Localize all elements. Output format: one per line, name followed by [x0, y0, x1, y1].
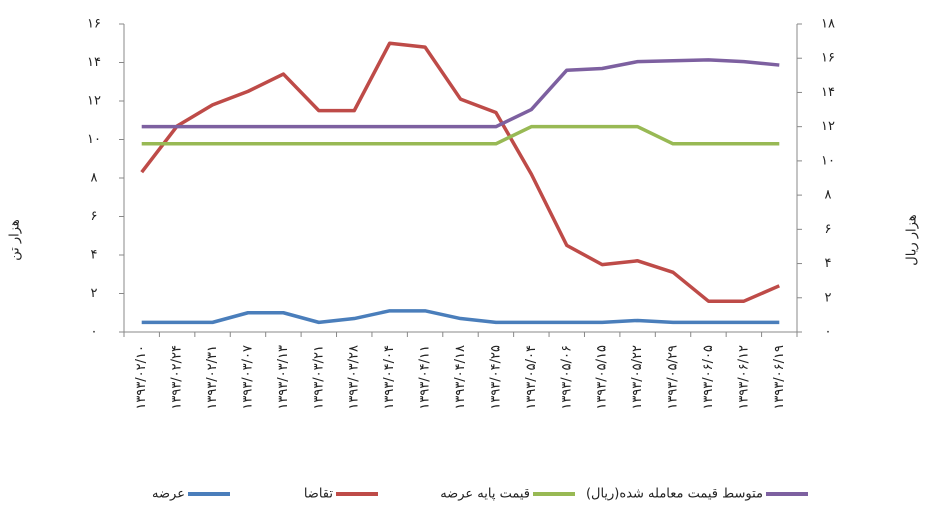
y2-axis-label: هزار ریال: [905, 214, 920, 265]
series-line: [141, 58, 780, 129]
x-tick-label: ۱۳۹۳/۰۳/۲۱: [311, 345, 326, 410]
y2-tick-label: ۶: [825, 222, 832, 237]
y-tick-label: ۱۴: [87, 55, 101, 70]
x-tick-label: ۱۳۹۳/۰۶/۰۵: [701, 345, 716, 410]
y2-tick-label: ۱۸: [821, 17, 835, 32]
y2-tick-label: ۲: [825, 290, 832, 305]
x-tick-label: ۱۳۹۳/۰۵/۲۹: [666, 345, 681, 410]
y-tick-label: ۰: [91, 325, 98, 340]
legend-label: عرضه: [152, 487, 185, 502]
y2-tick-label: ۸: [825, 188, 832, 203]
y-tick-label: ۱۲: [87, 94, 101, 109]
x-tick-label: ۱۳۹۳/۰۵/۱۵: [595, 345, 610, 410]
y-tick-label: ۲: [91, 286, 98, 301]
x-tick-label: ۱۳۹۳/۰۵/۰۴: [524, 345, 539, 410]
legend-label: تقاضا: [304, 487, 334, 502]
x-tick-label: ۱۳۹۳/۰۲/۲۴: [170, 345, 185, 410]
x-tick-label: ۱۳۹۳/۰۳/۲۸: [347, 345, 362, 410]
x-tick-label: ۱۳۹۳/۰۳/۰۷: [240, 345, 255, 410]
x-tick-label: ۱۳۹۳/۰۵/۲۲: [630, 345, 645, 410]
x-tick-label: ۱۳۹۳/۰۲/۱۰: [134, 345, 149, 410]
y-axis-label: هزار تن: [8, 219, 23, 261]
y2-tick-label: ۱۴: [821, 85, 835, 100]
x-tick-label: ۱۳۹۳/۰۶/۱۹: [772, 345, 787, 410]
y2-tick-label: ۰: [825, 325, 832, 340]
y-tick-label: ۱۰: [87, 132, 101, 147]
x-tick-label: ۱۳۹۳/۰۴/۲۵: [488, 345, 503, 410]
y2-tick-label: ۴: [825, 256, 832, 271]
x-tick-label: ۱۳۹۳/۰۲/۳۱: [205, 345, 220, 410]
y-tick-label: ۱۶: [87, 17, 101, 32]
y2-tick-label: ۱۶: [821, 51, 835, 66]
legend-label: متوسط قیمت معامله شده(ریال): [586, 487, 763, 502]
series-line: [141, 309, 780, 325]
x-tick-label: ۱۳۹۳/۰۴/۰۴: [382, 345, 397, 410]
x-tick-label: ۱۳۹۳/۰۶/۱۲: [736, 345, 751, 410]
series-line: [141, 124, 780, 146]
x-tick-label: ۱۳۹۳/۰۳/۱۳: [276, 345, 291, 410]
y-tick-label: ۸: [91, 171, 98, 186]
x-tick-label: ۱۳۹۳/۰۴/۱۱: [418, 345, 433, 410]
y2-tick-label: ۱۲: [821, 119, 835, 134]
series-line: [140, 41, 780, 303]
y2-tick-label: ۱۰: [821, 153, 835, 168]
legend-label: قیمت پایه عرضه: [440, 487, 530, 502]
y-tick-label: ۴: [91, 248, 98, 263]
x-tick-label: ۱۳۹۳/۰۴/۱۸: [453, 345, 468, 410]
y-tick-label: ۶: [91, 209, 98, 224]
x-tick-label: ۱۳۹۳/۰۵/۰۶: [559, 345, 574, 410]
